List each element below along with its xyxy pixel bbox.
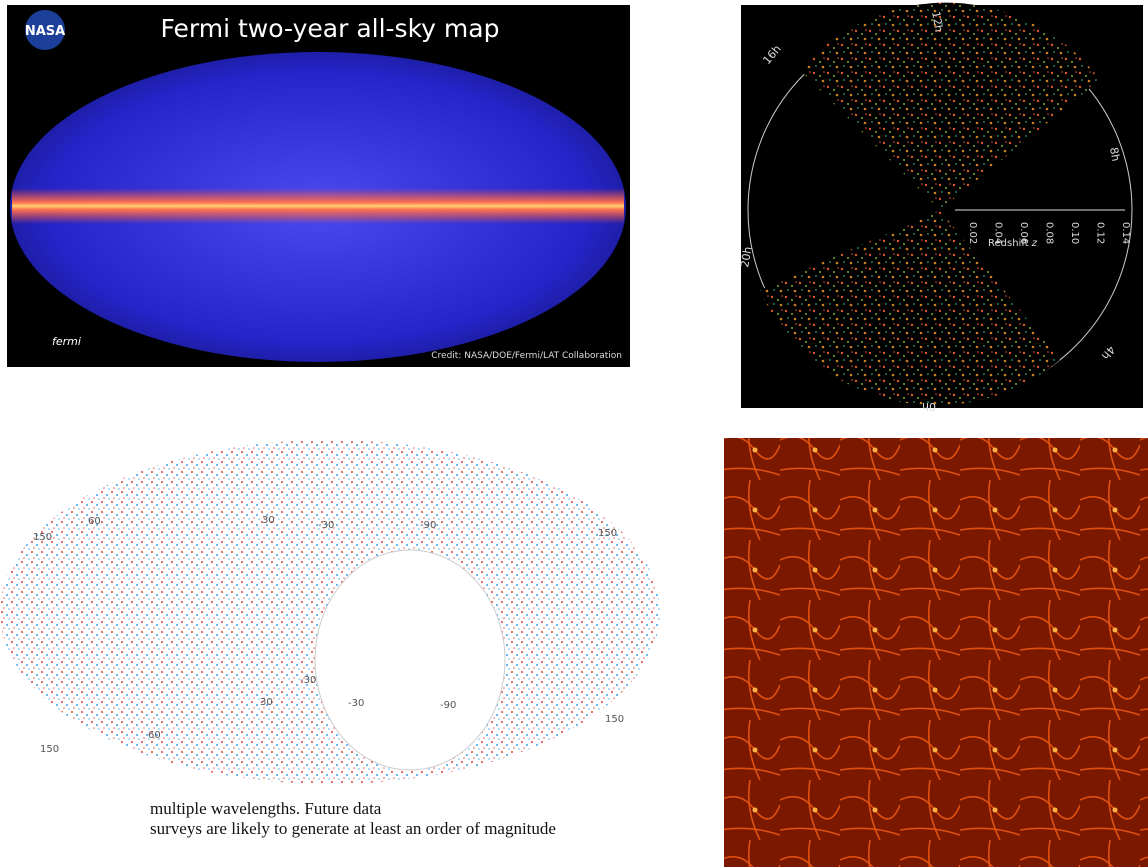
axis-label: Redshift z (988, 238, 1038, 249)
grid-label: -90 (420, 520, 436, 531)
redshift-tick: 0.10 (1069, 222, 1080, 244)
redshift-tick: 0.06 (1018, 222, 1029, 244)
grid-label: -30 (318, 520, 334, 531)
redshift-tick: 0.14 (1120, 222, 1131, 244)
redshift-tick: 0.12 (1095, 222, 1106, 244)
grid-label: 30 (262, 515, 275, 526)
fermi-image: NASA Fermi two-year all-sky map fermi Cr… (7, 5, 630, 367)
text-line: multiple wavelengths. Future data (150, 799, 382, 818)
grid-label: 30 (260, 697, 273, 708)
hour-label: 8h (1107, 146, 1122, 162)
grid-label: 150 (33, 532, 52, 543)
hour-label: 12h (929, 10, 945, 33)
grid-label: 150 (598, 528, 617, 539)
logo: NASA (25, 24, 65, 39)
redshift-tick: 0.02 (967, 222, 978, 244)
skymap-image: 150 60 30 -30 -90 150 -30 30 -30 -90 150 60 150 (0, 440, 660, 784)
redshift-tick: 0.04 (993, 222, 1004, 244)
credit: Credit: NASA/DOE/Fermi/LAT Collaboration (431, 351, 622, 361)
redshift-tick: 0.08 (1044, 222, 1055, 244)
grid-label: 150 (605, 714, 624, 725)
text-line: surveys are likely to generate at least … (150, 819, 556, 838)
grid-label: 150 (40, 744, 59, 755)
hour-label: 20h (738, 246, 754, 269)
grid-label: -30 (348, 698, 364, 709)
grid-label: -90 (440, 700, 456, 711)
cosmic-web-image (724, 438, 1148, 867)
image-title: Fermi two-year all-sky map (161, 14, 500, 43)
grid-label: 60 (88, 516, 101, 527)
redshift-image: 0.02 0.04 0.06 0.08 0.10 0.12 0.14 Redshift z … (738, 2, 1143, 413)
grid-label: -30 (300, 675, 316, 686)
grid-label: 60 (148, 730, 161, 741)
hour-label: 0h (922, 400, 936, 413)
mission-mark: fermi (52, 335, 81, 348)
